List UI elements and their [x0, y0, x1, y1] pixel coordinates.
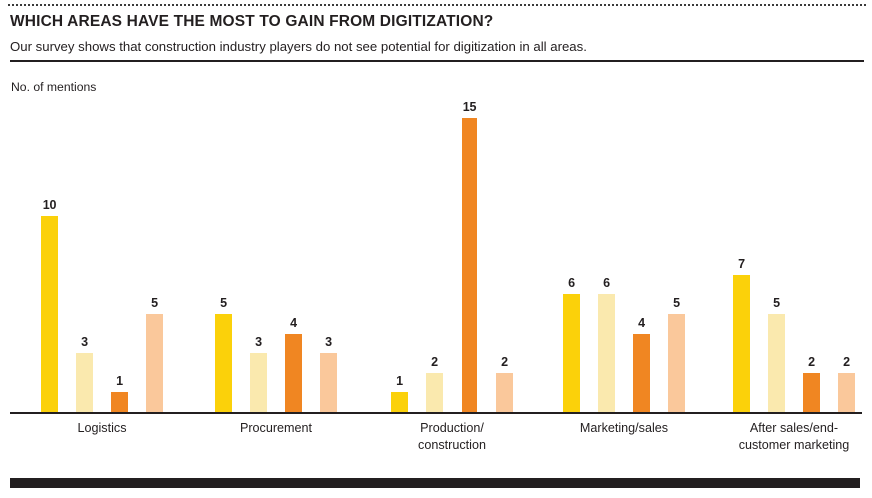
- bar-slot[interactable]: 1: [382, 100, 417, 412]
- bar-value-label: 15: [462, 100, 477, 114]
- chart-header: WHICH AREAS HAVE THE MOST TO GAIN FROM D…: [10, 12, 864, 55]
- page-title: WHICH AREAS HAVE THE MOST TO GAIN FROM D…: [10, 13, 494, 30]
- bar-slot[interactable]: 1: [102, 100, 137, 412]
- category-label: Procurement: [239, 421, 313, 435]
- page-subtitle: Our survey shows that construction indus…: [10, 39, 587, 54]
- bar-slot[interactable]: 4: [624, 100, 659, 412]
- bar-rect[interactable]: [215, 314, 232, 412]
- bar-rect[interactable]: [563, 294, 580, 412]
- category-label: After sales/end- customer marketing: [738, 421, 850, 452]
- category-label: Marketing/sales: [579, 421, 669, 435]
- bar-slot[interactable]: 7: [724, 100, 759, 412]
- bar-value-label: 10: [42, 198, 57, 212]
- bar-group-bars: 1 2 15 2: [382, 100, 522, 412]
- bar-value-label: 7: [738, 257, 745, 271]
- bar-rect[interactable]: [633, 334, 650, 412]
- bar-rect[interactable]: [668, 314, 685, 412]
- top-dotted-divider: [8, 4, 866, 6]
- bar-value-label: 5: [151, 296, 158, 310]
- category-label: Production/ construction: [418, 421, 486, 452]
- bar-slot[interactable]: 15: [452, 100, 487, 412]
- bar-rect[interactable]: [803, 373, 820, 412]
- bar-value-label: 6: [603, 276, 610, 290]
- bar-slot[interactable]: 3: [67, 100, 102, 412]
- bar-value-label: 3: [81, 335, 88, 349]
- bar-rect[interactable]: [598, 294, 615, 412]
- bar-group-bars: 7 5 2 2: [724, 100, 864, 412]
- bar-rect[interactable]: [76, 353, 93, 412]
- bar-value-label: 2: [843, 355, 850, 369]
- bar-slot[interactable]: 4: [276, 100, 311, 412]
- bar-value-label: 3: [255, 335, 262, 349]
- bar-rect[interactable]: [733, 275, 750, 412]
- bar-slot[interactable]: 5: [659, 100, 694, 412]
- header-divider: [10, 60, 864, 62]
- bar-value-label: 1: [396, 374, 403, 388]
- bar-rect[interactable]: [462, 118, 477, 412]
- bar-slot[interactable]: 6: [554, 100, 589, 412]
- bar-value-label: 1: [116, 374, 123, 388]
- bar-slot[interactable]: 2: [794, 100, 829, 412]
- bar-value-label: 2: [808, 355, 815, 369]
- bar-value-label: 3: [325, 335, 332, 349]
- bar-slot[interactable]: 10: [32, 100, 67, 412]
- bar-value-label: 4: [290, 316, 297, 330]
- bar-value-label: 6: [568, 276, 575, 290]
- bar-value-label: 4: [638, 316, 645, 330]
- bar-group-bars: 6 6 4 5: [554, 100, 694, 412]
- bar-value-label: 2: [501, 355, 508, 369]
- bar-rect[interactable]: [146, 314, 163, 412]
- bar-value-label: 2: [431, 355, 438, 369]
- bar-rect[interactable]: [426, 373, 443, 412]
- category-labels: Logistics Procurement Production/ construc…: [10, 420, 862, 462]
- bar-chart-plot: 10 3 1 5 5 3 4 3 1 2 15 2 6 6 4 5 7 5 2 2: [10, 100, 862, 414]
- bar-value-label: 5: [220, 296, 227, 310]
- x-axis-baseline: [10, 412, 862, 414]
- bar-slot[interactable]: 6: [589, 100, 624, 412]
- bar-rect[interactable]: [768, 314, 785, 412]
- bar-rect[interactable]: [285, 334, 302, 412]
- footer-bar: [10, 478, 860, 488]
- bar-group-bars: 10 3 1 5: [32, 100, 172, 412]
- bar-rect[interactable]: [250, 353, 267, 412]
- bar-rect[interactable]: [41, 216, 58, 412]
- bar-slot[interactable]: 5: [137, 100, 172, 412]
- y-axis-caption: No. of mentions: [11, 80, 97, 94]
- bar-rect[interactable]: [391, 392, 408, 412]
- bar-slot[interactable]: 3: [241, 100, 276, 412]
- bar-group-bars: 5 3 4 3: [206, 100, 346, 412]
- bar-slot[interactable]: 5: [759, 100, 794, 412]
- bar-slot[interactable]: 3: [311, 100, 346, 412]
- bar-rect[interactable]: [320, 353, 337, 412]
- bar-value-label: 5: [673, 296, 680, 310]
- bar-value-label: 5: [773, 296, 780, 310]
- bar-rect[interactable]: [838, 373, 855, 412]
- bar-rect[interactable]: [496, 373, 513, 412]
- bar-slot[interactable]: 2: [829, 100, 864, 412]
- bar-rect[interactable]: [111, 392, 128, 412]
- bar-slot[interactable]: 2: [487, 100, 522, 412]
- bar-slot[interactable]: 2: [417, 100, 452, 412]
- category-label: Logistics: [77, 421, 127, 435]
- bar-slot[interactable]: 5: [206, 100, 241, 412]
